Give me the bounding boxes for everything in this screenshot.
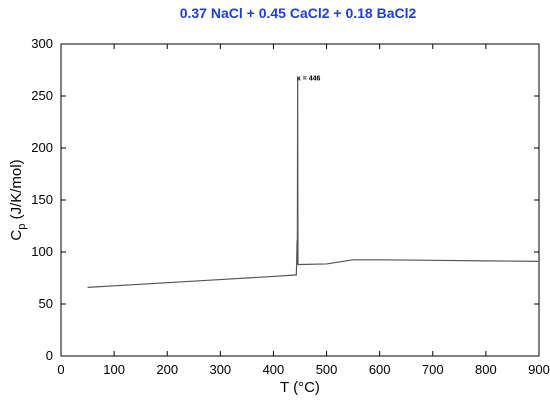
x-tick-label: 800 (475, 362, 497, 377)
y-tick-label: 250 (31, 88, 53, 103)
y-axis-label-main: C (8, 230, 25, 241)
peak-annotation: x = 446 (297, 75, 321, 82)
chart-title: 0.37 NaCl + 0.45 CaCl2 + 0.18 BaCl2 (180, 5, 417, 21)
y-tick-label: 50 (39, 296, 53, 311)
y-tick-label: 100 (31, 244, 53, 259)
x-axis-ticks: 0 100 200 300 400 500 600 700 800 900 (57, 44, 550, 377)
x-axis-label: T (°C) (280, 379, 320, 396)
y-axis-label-units: (J/K/mol) (8, 159, 25, 223)
plot-frame (60, 43, 540, 357)
x-tick-label: 200 (156, 362, 178, 377)
y-axis-label: Cp (J/K/mol) (8, 159, 28, 240)
x-tick-label: 600 (369, 362, 391, 377)
x-tick-label: 400 (263, 362, 285, 377)
x-tick-label: 700 (422, 362, 444, 377)
y-axis-ticks: 0 50 100 150 200 250 300 (31, 36, 539, 363)
series-layer (87, 77, 540, 288)
y-tick-label: 200 (31, 140, 53, 155)
annotation-layer: x = 446 (297, 75, 321, 82)
x-tick-label: 300 (209, 362, 231, 377)
y-axis-label-subscript: p (16, 224, 28, 230)
y-tick-label: 300 (31, 36, 53, 51)
x-tick-label: 100 (103, 362, 125, 377)
series-line (87, 77, 540, 288)
y-tick-label: 0 (46, 348, 53, 363)
x-tick-label: 500 (316, 362, 338, 377)
y-tick-label: 150 (31, 192, 53, 207)
x-tick-label: 0 (57, 362, 64, 377)
x-tick-label: 900 (528, 362, 550, 377)
